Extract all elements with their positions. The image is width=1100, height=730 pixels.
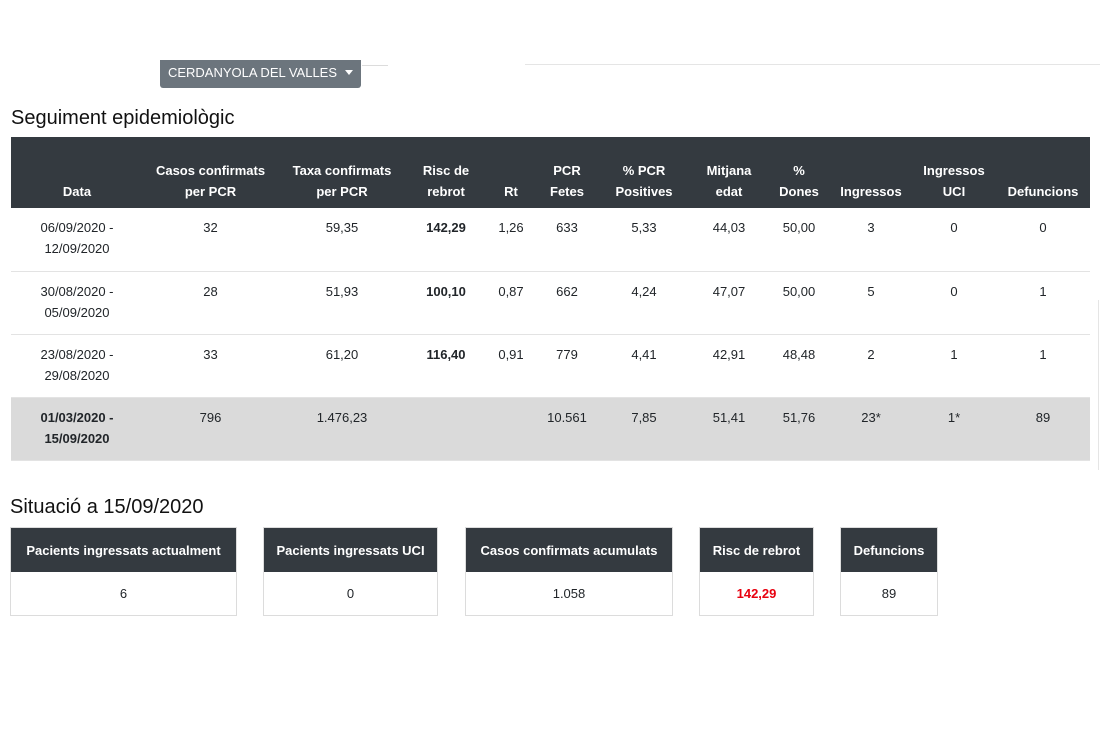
cell-taxa: 61,20 bbox=[278, 334, 406, 398]
cell-taxa: 51,93 bbox=[278, 271, 406, 335]
cell-edat: 47,07 bbox=[690, 271, 768, 335]
col-header-dones: % Dones bbox=[768, 137, 830, 208]
stat-card-label: Defuncions bbox=[841, 528, 937, 572]
col-header-rt: Rt bbox=[486, 137, 536, 208]
cell-rt: 1,26 bbox=[486, 208, 536, 272]
cell-pct-pcr: 5,33 bbox=[598, 208, 690, 272]
cell-risc bbox=[406, 397, 486, 461]
table-header-row: Data Casos confirmats per PCR Taxa confir… bbox=[11, 137, 1090, 208]
cell-edat: 42,91 bbox=[690, 334, 768, 398]
cell-casos: 32 bbox=[143, 208, 278, 272]
col-header-edat: Mitjana edat bbox=[690, 137, 768, 208]
stat-card-label: Pacients ingressats actualment bbox=[11, 528, 236, 572]
table-row: 30/08/2020 -05/09/2020 28 51,93 100,10 0… bbox=[11, 271, 1090, 335]
cell-taxa: 1.476,23 bbox=[278, 397, 406, 461]
cell-pcr: 10.561 bbox=[536, 397, 598, 461]
cell-uci: 0 bbox=[912, 271, 996, 335]
stat-card-label: Casos confirmats acumulats bbox=[466, 528, 672, 572]
cell-dones: 48,48 bbox=[768, 334, 830, 398]
cell-date: 01/03/2020 -15/09/2020 bbox=[11, 397, 143, 461]
cell-taxa: 59,35 bbox=[278, 208, 406, 272]
stat-card-label: Risc de rebrot bbox=[700, 528, 813, 572]
cell-pct-pcr: 4,41 bbox=[598, 334, 690, 398]
stat-card-label: Pacients ingressats UCI bbox=[264, 528, 437, 572]
cell-ingressos: 23* bbox=[830, 397, 912, 461]
stat-card-casos: Casos confirmats acumulats 1.058 bbox=[465, 527, 673, 616]
cell-rt bbox=[486, 397, 536, 461]
cell-ingressos: 5 bbox=[830, 271, 912, 335]
stat-card-uci: Pacients ingressats UCI 0 bbox=[263, 527, 438, 616]
cell-pct-pcr: 4,24 bbox=[598, 271, 690, 335]
cell-casos: 33 bbox=[143, 334, 278, 398]
cell-ingressos: 2 bbox=[830, 334, 912, 398]
table-row: 06/09/2020 -12/09/2020 32 59,35 142,29 1… bbox=[11, 208, 1090, 272]
table-row: 23/08/2020 -29/08/2020 33 61,20 116,40 0… bbox=[11, 334, 1090, 398]
col-header-uci: Ingressos UCI bbox=[912, 137, 996, 208]
cell-edat: 51,41 bbox=[690, 397, 768, 461]
cell-defuncions: 1 bbox=[996, 271, 1090, 335]
cell-dones: 51,76 bbox=[768, 397, 830, 461]
col-header-ingressos: Ingressos bbox=[830, 137, 912, 208]
cell-risc: 116,40 bbox=[406, 334, 486, 398]
cell-casos: 796 bbox=[143, 397, 278, 461]
municipality-dropdown[interactable]: CERDANYOLA DEL VALLES bbox=[160, 60, 361, 88]
section-title-seguiment: Seguiment epidemiològic bbox=[11, 107, 235, 129]
cell-pcr: 662 bbox=[536, 271, 598, 335]
table-row-total: 01/03/2020 -15/09/2020 796 1.476,23 10.5… bbox=[11, 397, 1090, 461]
stat-card-value: 6 bbox=[11, 572, 236, 615]
col-header-risc: Risc de rebrot bbox=[406, 137, 486, 208]
cell-rt: 0,87 bbox=[486, 271, 536, 335]
cell-uci: 1 bbox=[912, 334, 996, 398]
cell-dones: 50,00 bbox=[768, 271, 830, 335]
cell-rt: 0,91 bbox=[486, 334, 536, 398]
stat-card-defuncions: Defuncions 89 bbox=[840, 527, 938, 616]
cell-uci: 0 bbox=[912, 208, 996, 272]
col-header-pcr: PCR Fetes bbox=[536, 137, 598, 208]
cell-date: 30/08/2020 -05/09/2020 bbox=[11, 271, 143, 335]
stat-card-value: 0 bbox=[264, 572, 437, 615]
cell-ingressos: 3 bbox=[830, 208, 912, 272]
col-header-casos: Casos confirmats per PCR bbox=[143, 137, 278, 208]
cell-risc: 142,29 bbox=[406, 208, 486, 272]
cell-defuncions: 89 bbox=[996, 397, 1090, 461]
divider-line bbox=[1098, 300, 1099, 470]
cell-dones: 50,00 bbox=[768, 208, 830, 272]
cell-defuncions: 0 bbox=[996, 208, 1090, 272]
stat-card-ingressats: Pacients ingressats actualment 6 bbox=[10, 527, 237, 616]
col-header-pct-pcr: % PCR Positives bbox=[598, 137, 690, 208]
cell-date: 06/09/2020 -12/09/2020 bbox=[11, 208, 143, 272]
cell-pcr: 779 bbox=[536, 334, 598, 398]
cell-pcr: 633 bbox=[536, 208, 598, 272]
stat-card-value: 142,29 bbox=[700, 572, 813, 615]
divider-line bbox=[525, 64, 1100, 65]
col-header-taxa: Taxa confirmats per PCR bbox=[278, 137, 406, 208]
stat-card-value: 1.058 bbox=[466, 572, 672, 615]
cell-uci: 1* bbox=[912, 397, 996, 461]
cell-pct-pcr: 7,85 bbox=[598, 397, 690, 461]
divider-line bbox=[362, 65, 388, 66]
cell-date: 23/08/2020 -29/08/2020 bbox=[11, 334, 143, 398]
cell-edat: 44,03 bbox=[690, 208, 768, 272]
col-header-defuncions: Defuncions bbox=[996, 137, 1090, 208]
col-header-data: Data bbox=[11, 137, 143, 208]
stat-card-value: 89 bbox=[841, 572, 937, 615]
municipality-dropdown-label: CERDANYOLA DEL VALLES bbox=[167, 64, 338, 80]
cell-casos: 28 bbox=[143, 271, 278, 335]
section-title-situacio: Situació a 15/09/2020 bbox=[10, 496, 204, 518]
caret-down-icon bbox=[345, 70, 354, 75]
cell-risc: 100,10 bbox=[406, 271, 486, 335]
stat-card-risc: Risc de rebrot 142,29 bbox=[699, 527, 814, 616]
epidemiological-table: Data Casos confirmats per PCR Taxa confir… bbox=[11, 137, 1090, 461]
cell-defuncions: 1 bbox=[996, 334, 1090, 398]
